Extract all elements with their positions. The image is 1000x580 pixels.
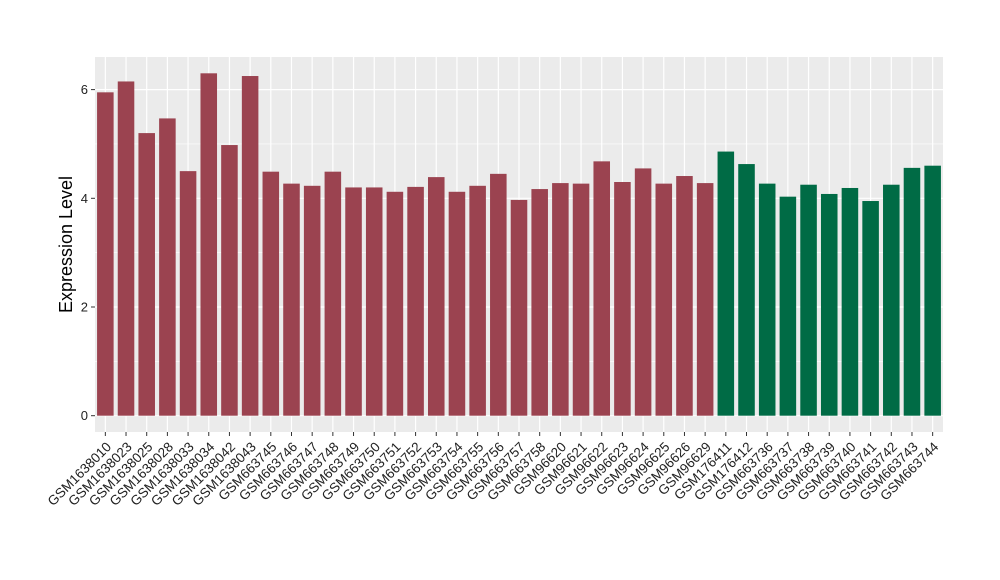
bar-GSM176412 — [738, 164, 755, 416]
bars — [97, 73, 941, 416]
bar-GSM96622 — [593, 161, 611, 416]
bar-GSM663742 — [883, 184, 900, 416]
bar-GSM96629 — [696, 183, 714, 416]
bar-GSM663751 — [386, 191, 404, 416]
bar-GSM1638034 — [200, 73, 218, 416]
y-tick-label: 4 — [81, 191, 88, 206]
bar-GSM1638028 — [159, 118, 176, 416]
bar-GSM96621 — [572, 183, 590, 416]
bar-GSM663737 — [779, 196, 797, 416]
bar-GSM663747 — [303, 185, 321, 416]
bar-GSM663743 — [903, 167, 921, 416]
bar-GSM663736 — [758, 183, 776, 416]
bar-GSM663758 — [531, 189, 548, 416]
y-tick-label: 6 — [81, 82, 88, 97]
bar-GSM663757 — [510, 199, 528, 416]
bar-GSM176411 — [717, 151, 735, 416]
y-axis-title: Expression Level — [56, 176, 76, 313]
bar-GSM1638010 — [97, 92, 114, 416]
bar-GSM1638043 — [241, 76, 259, 416]
bar-GSM1638042 — [221, 145, 238, 416]
bar-GSM663745 — [262, 171, 280, 416]
bar-GSM663756 — [490, 173, 507, 416]
bar-GSM96623 — [614, 182, 631, 416]
bar-GSM96624 — [634, 168, 652, 416]
bar-GSM663754 — [448, 191, 466, 416]
bar-GSM663738 — [800, 184, 817, 416]
bar-GSM663749 — [345, 187, 362, 416]
bar-GSM663740 — [841, 187, 859, 416]
bar-GSM663752 — [407, 186, 424, 416]
bar-GSM663739 — [820, 193, 838, 416]
bar-GSM96625 — [655, 183, 673, 416]
bar-GSM1638023 — [117, 81, 135, 416]
y-axis: 0 2 4 6 — [81, 82, 95, 423]
bar-GSM663744 — [924, 165, 941, 416]
bar-GSM663748 — [324, 171, 342, 416]
x-axis: GSM1638010GSM1638023GSM1638025GSM1638028… — [45, 432, 942, 509]
bar-GSM663746 — [283, 183, 300, 416]
bar-GSM663741 — [862, 201, 879, 416]
y-tick-label: 0 — [81, 408, 88, 423]
bar-GSM663750 — [365, 187, 383, 416]
bar-GSM96620 — [552, 183, 569, 416]
y-tick-label: 2 — [81, 300, 88, 315]
bar-GSM663753 — [427, 177, 445, 416]
bar-GSM663755 — [469, 185, 486, 416]
bar-GSM1638025 — [138, 133, 155, 416]
bar-GSM1638033 — [179, 171, 197, 416]
bar-GSM96626 — [676, 176, 693, 416]
